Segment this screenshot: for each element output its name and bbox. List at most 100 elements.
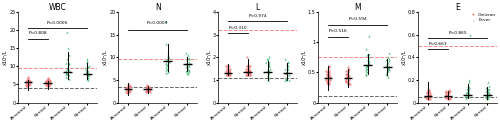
Point — [82, 60, 90, 62]
Point — [384, 65, 392, 67]
Point — [264, 59, 272, 61]
Point — [82, 78, 90, 80]
Point — [462, 94, 470, 96]
Point — [342, 80, 350, 82]
Point — [442, 96, 450, 98]
Point — [143, 85, 151, 87]
Text: P=0.663: P=0.663 — [428, 42, 448, 46]
Point — [363, 65, 371, 67]
Point — [324, 71, 332, 73]
Point — [223, 65, 231, 67]
Point — [242, 65, 250, 67]
Point — [142, 87, 150, 89]
Point — [143, 90, 151, 92]
Point — [143, 84, 151, 86]
Point — [424, 88, 432, 90]
Point — [165, 61, 173, 63]
Point — [344, 76, 352, 78]
Point — [43, 82, 51, 84]
Point — [324, 79, 332, 81]
Point — [362, 66, 370, 68]
Point — [143, 91, 151, 93]
Point — [385, 60, 393, 62]
Point — [442, 94, 450, 96]
Point — [462, 91, 470, 93]
Point — [64, 47, 72, 49]
Point — [42, 79, 50, 81]
Point — [344, 71, 352, 73]
Text: P=0.974: P=0.974 — [248, 14, 267, 17]
Point — [444, 98, 452, 100]
Point — [225, 70, 233, 72]
Point — [63, 68, 71, 70]
Point — [182, 63, 190, 65]
Point — [226, 74, 234, 76]
Point — [444, 95, 452, 97]
Point — [144, 87, 152, 89]
Point — [365, 56, 373, 58]
Point — [245, 70, 253, 72]
Title: N: N — [155, 3, 160, 12]
Point — [226, 72, 234, 74]
Point — [444, 94, 452, 96]
Point — [244, 65, 252, 67]
Point — [483, 97, 491, 99]
Point — [23, 85, 31, 87]
Point — [344, 75, 351, 77]
Point — [143, 86, 151, 88]
Point — [146, 90, 154, 92]
Point — [25, 80, 33, 82]
Point — [424, 90, 432, 92]
Point — [84, 73, 92, 75]
Point — [84, 66, 92, 68]
Point — [144, 89, 152, 91]
Point — [384, 66, 392, 68]
Point — [482, 95, 490, 97]
Point — [424, 89, 432, 91]
Point — [62, 31, 70, 33]
Point — [244, 68, 252, 70]
Point — [64, 78, 72, 80]
Point — [164, 54, 172, 56]
Point — [264, 79, 272, 81]
Point — [224, 72, 232, 74]
Point — [426, 91, 434, 93]
Point — [184, 73, 192, 75]
Point — [425, 94, 433, 96]
Point — [123, 88, 131, 90]
Point — [82, 71, 90, 73]
Point — [182, 72, 190, 74]
Point — [245, 72, 253, 74]
Point — [122, 91, 130, 93]
Point — [42, 80, 50, 82]
Point — [444, 93, 452, 94]
Point — [83, 58, 91, 60]
Text: P=0.516: P=0.516 — [328, 29, 347, 33]
Point — [383, 70, 391, 72]
Point — [184, 59, 192, 61]
Point — [422, 96, 430, 98]
Point — [246, 72, 254, 74]
Point — [342, 81, 350, 83]
Point — [465, 95, 473, 97]
Point — [426, 94, 434, 96]
Point — [324, 74, 332, 76]
Point — [362, 74, 370, 76]
Point — [485, 95, 493, 97]
Point — [264, 70, 272, 72]
Point — [42, 82, 50, 84]
Point — [424, 96, 432, 98]
Point — [284, 65, 292, 67]
Point — [445, 96, 453, 98]
Point — [424, 95, 432, 97]
Point — [83, 76, 91, 78]
Point — [483, 94, 491, 96]
Point — [185, 70, 193, 72]
Point — [162, 20, 170, 22]
Point — [244, 72, 252, 74]
Point — [285, 79, 293, 81]
Point — [184, 54, 192, 56]
Point — [345, 79, 353, 81]
Point — [422, 96, 430, 98]
Point — [145, 86, 153, 88]
